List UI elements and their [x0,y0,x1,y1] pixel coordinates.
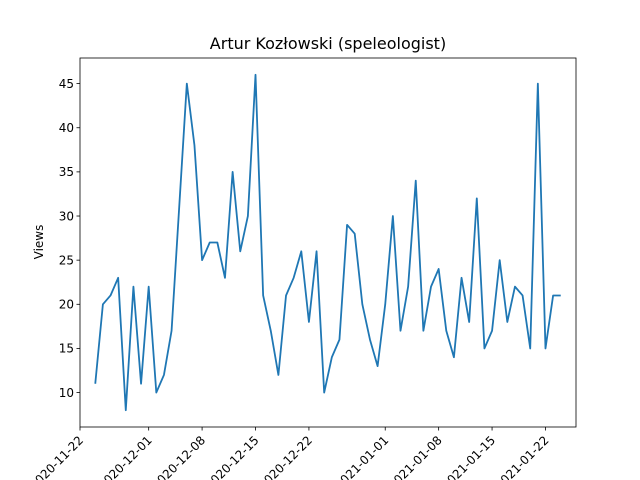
data-point [468,320,471,323]
data-point [491,329,494,332]
data-point [170,329,173,332]
y-tick-label: 10 [59,386,74,400]
data-point [483,347,486,350]
series-line [94,73,561,412]
data-point [529,347,532,350]
data-point [132,285,135,288]
y-tick-label: 35 [59,165,74,179]
data-point [147,285,150,288]
data-point [521,294,524,297]
data-point [399,329,402,332]
data-point [552,294,555,297]
data-point [140,382,143,385]
data-point [285,294,288,297]
data-point [323,391,326,394]
data-point [422,329,425,332]
data-point [384,303,387,306]
data-point [498,259,501,262]
data-point [231,170,234,173]
data-point [376,365,379,368]
data-point [391,215,394,218]
data-point [452,356,455,359]
data-point [124,409,127,412]
data-point [239,250,242,253]
y-tick-label: 20 [59,298,74,312]
data-point [338,338,341,341]
data-point [208,241,211,244]
data-point [292,276,295,279]
plot-frame [79,57,577,428]
data-point [353,232,356,235]
data-point [201,259,204,262]
data-point [216,241,219,244]
data-point [559,294,562,297]
data-point [315,250,318,253]
data-point [109,294,112,297]
data-point [460,276,463,279]
data-point [361,303,364,306]
data-point [117,276,120,279]
data-point [307,320,310,323]
data-point [162,373,165,376]
data-point [262,294,265,297]
data-point [185,82,188,85]
data-point [300,250,303,253]
data-point [223,276,226,279]
data-point [430,285,433,288]
data-point [155,391,158,394]
y-tick-label: 15 [59,342,74,356]
data-point [513,285,516,288]
data-point [536,82,539,85]
data-point [277,373,280,376]
data-point [269,329,272,332]
data-point [445,329,448,332]
y-tick-label: 45 [59,77,74,91]
y-tick-label: 30 [59,209,74,223]
data-point [475,197,478,200]
data-point [101,303,104,306]
data-point [246,215,249,218]
data-point [544,347,547,350]
data-point [407,285,410,288]
data-point [437,267,440,270]
data-point [414,179,417,182]
y-tick-label: 25 [59,253,74,267]
data-point [94,382,97,385]
data-point [330,356,333,359]
data-point [506,320,509,323]
y-tick-label: 40 [59,121,74,135]
data-point [254,73,257,76]
data-point [368,338,371,341]
chart-title: Artur Kozłowski (speleologist) [210,34,446,53]
data-point [346,223,349,226]
data-point [193,144,196,147]
data-point [178,206,181,209]
y-axis-label: Views [32,225,46,260]
